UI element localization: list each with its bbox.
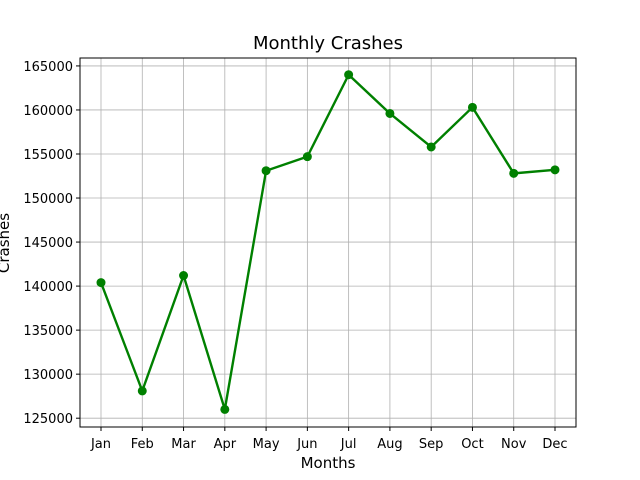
y-tick-label: 150000 — [23, 192, 73, 207]
x-tick-label: Nov — [501, 437, 527, 452]
x-tick-label: May — [253, 437, 280, 452]
y-tick-label: 160000 — [23, 104, 73, 119]
data-point-jul — [344, 70, 354, 80]
y-tick-label: 165000 — [23, 60, 73, 75]
x-tick-label: Dec — [542, 437, 567, 452]
data-point-feb — [137, 386, 147, 396]
data-series — [96, 70, 560, 414]
x-tick-label: Aug — [377, 437, 402, 452]
data-point-oct — [467, 102, 477, 112]
grid — [80, 58, 576, 427]
y-tick-label: 155000 — [23, 148, 73, 163]
data-point-jun — [302, 152, 312, 162]
data-point-nov — [509, 168, 519, 178]
x-tick-label: Jan — [90, 437, 111, 452]
chart-title: Monthly Crashes — [253, 33, 403, 54]
x-tick-label: Apr — [214, 437, 237, 452]
y-tick-label: 125000 — [23, 412, 73, 427]
y-axis-title: Crashes — [0, 213, 13, 273]
x-tick-label: Oct — [461, 437, 483, 452]
data-point-apr — [220, 404, 230, 414]
y-tick-label: 135000 — [23, 324, 73, 339]
data-point-mar — [179, 271, 189, 281]
y-tick-label: 130000 — [23, 368, 73, 383]
x-tick-label: Jun — [296, 437, 317, 452]
series-line — [99, 73, 556, 411]
y-tick-label: 140000 — [23, 280, 73, 295]
axes: Jan Feb Mar Apr May Jun Jul Aug Sep Oct Nov Dec 1250… — [23, 57, 577, 452]
y-tick-label: 145000 — [23, 236, 73, 251]
x-axis-title: Months — [301, 454, 356, 472]
x-tick-label: Feb — [131, 437, 154, 452]
data-point-sep — [426, 142, 436, 152]
x-tick-label: Jul — [340, 437, 357, 452]
x-tick-label: Mar — [171, 437, 196, 452]
data-point-dec — [550, 165, 560, 175]
data-point-aug — [385, 108, 395, 118]
data-point-may — [261, 166, 271, 176]
data-point-jan — [96, 278, 106, 288]
x-tick-label: Sep — [419, 437, 444, 452]
